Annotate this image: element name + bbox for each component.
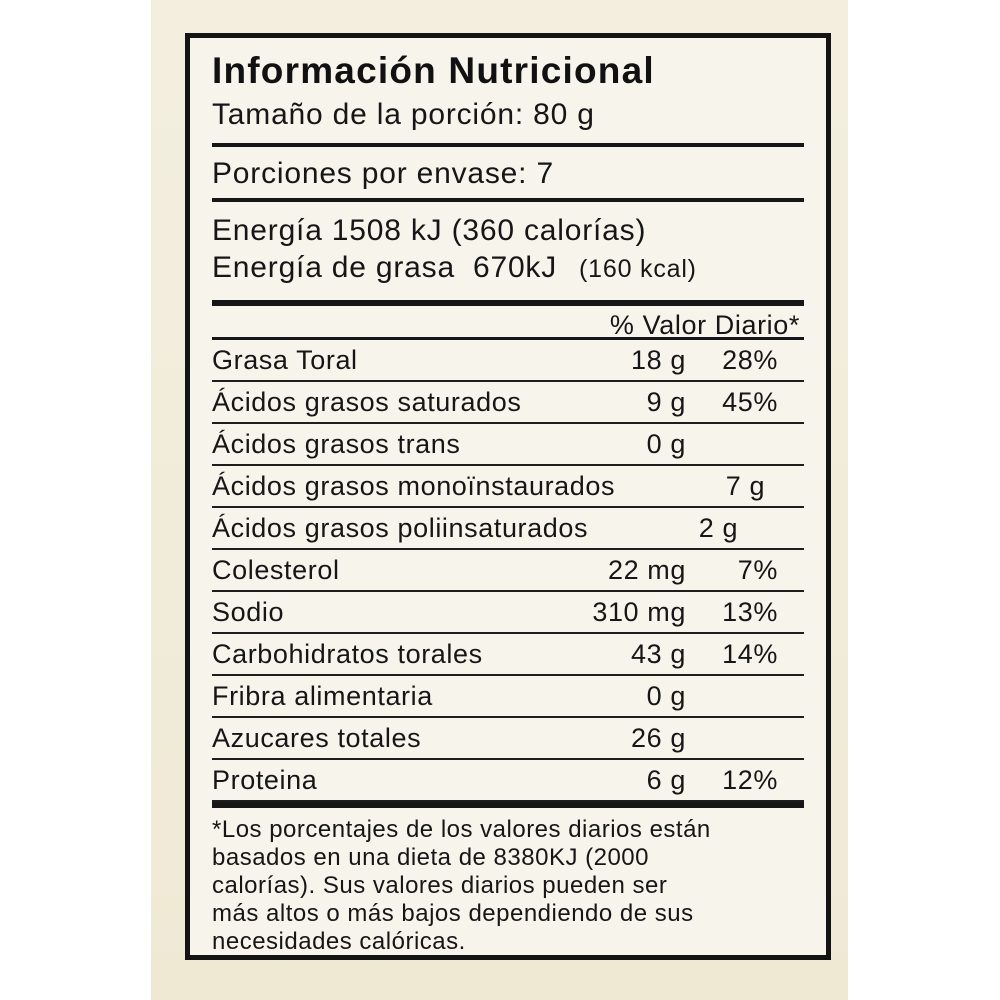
nutrient-dv: 12% [722,764,778,795]
nutrient-name: Ácidos grasos monoïnstaurados [212,470,616,501]
nutrient-amount: 26 g [631,722,686,753]
nutrient-amount: 0 g [646,680,686,711]
nutrient-name: Colesterol [212,554,340,585]
nutrient-row-azucares: Azucares totales 26 g [212,718,804,760]
energy-fat-value: 670kJ [472,251,558,284]
nutrient-row-monoinsaturados: Ácidos grasos monoïnstaurados 7 g [212,466,804,508]
daily-value-footnote: *Los porcentajes de los valores diarios … [212,816,804,956]
nutrient-dv: 13% [722,596,778,627]
footnote-line: necesidades calóricas. [212,928,466,955]
nutrient-row-proteina: Proteina 6 g 12% [212,760,804,802]
nutrient-dv: 28% [722,344,778,375]
nutrient-amount: 9 g [646,386,686,417]
nutrient-amount: 0 g [646,428,686,459]
footnote-line: calorías). Sus valores diarios pueden se… [212,872,668,899]
nutrient-name: Carbohidratos torales [212,638,483,669]
daily-value-header: % Valor Diario* [212,306,804,340]
nutrient-amount: 2 g [698,512,739,543]
servings-per-container-line: Porciones por envase: 7 [212,157,554,190]
nutrient-name: Fribra alimentaria [212,680,433,711]
energy-fat-label: Energía de grasa [212,251,455,284]
nutrient-amount: 43 g [631,638,686,669]
nutrient-amount: 7 g [725,470,766,501]
energy-total-line: Energía 1508 kJ (360 calorías) [212,214,647,247]
serving-size-line: Tamaño de la porción: 80 g [212,98,595,131]
footnote-line: *Los porcentajes de los valores diarios … [212,816,711,843]
nutrient-name: Azucares totales [212,722,422,753]
nutrient-name: Sodio [212,596,285,627]
nutrient-row-fibra: Fribra alimentaria 0 g [212,676,804,718]
nutrient-row-poliinsaturados: Ácidos grasos poliinsaturados 2 g [212,508,804,550]
footnote-line: basados en una dieta de 8380KJ (2000 [212,844,650,871]
nutrient-name: Grasa Toral [212,344,358,375]
divider [212,143,804,147]
nutrient-row-trans: Ácidos grasos trans 0 g [212,424,804,466]
nutrient-dv: 45% [722,386,778,417]
divider [212,198,804,202]
nutrition-label-box: Información Nutricional Tamaño de la por… [185,33,831,960]
label-title: Información Nutricional [212,50,655,91]
nutrient-row-carbohidratos: Carbohidratos torales 43 g 14% [212,634,804,676]
footnote-line: más altos o más bajos dependiendo de sus [212,900,694,927]
nutrient-name: Ácidos grasos saturados [212,386,522,417]
nutrient-row-saturados: Ácidos grasos saturados 9 g 45% [212,382,804,424]
nutrient-row-sodio: Sodio 310 mg 13% [212,592,804,634]
nutrient-name: Proteina [212,764,318,795]
divider-thick [212,802,804,808]
nutrient-amount: 6 g [646,764,686,795]
package-background: Información Nutricional Tamaño de la por… [151,0,848,1000]
nutrient-row-colesterol: Colesterol 22 mg 7% [212,550,804,592]
nutrient-row-grasa-total: Grasa Toral 18 g 28% [212,340,804,382]
nutrient-dv: 7% [737,554,778,585]
nutrient-dv: 14% [722,638,778,669]
nutrient-amount: 22 mg [607,554,686,585]
energy-fat-kcal: (160 kcal) [579,255,697,283]
energy-block: Energía 1508 kJ (360 calorías) Energía d… [212,212,804,288]
energy-fat-line: Energía de grasa 670kJ (160 kcal) [212,249,804,288]
nutrient-name: Ácidos grasos poliinsaturados [212,512,589,543]
nutrient-amount: 310 mg [592,596,686,627]
nutrient-amount: 18 g [631,344,686,375]
nutrient-name: Ácidos grasos trans [212,428,461,459]
divider-thick [212,300,804,306]
